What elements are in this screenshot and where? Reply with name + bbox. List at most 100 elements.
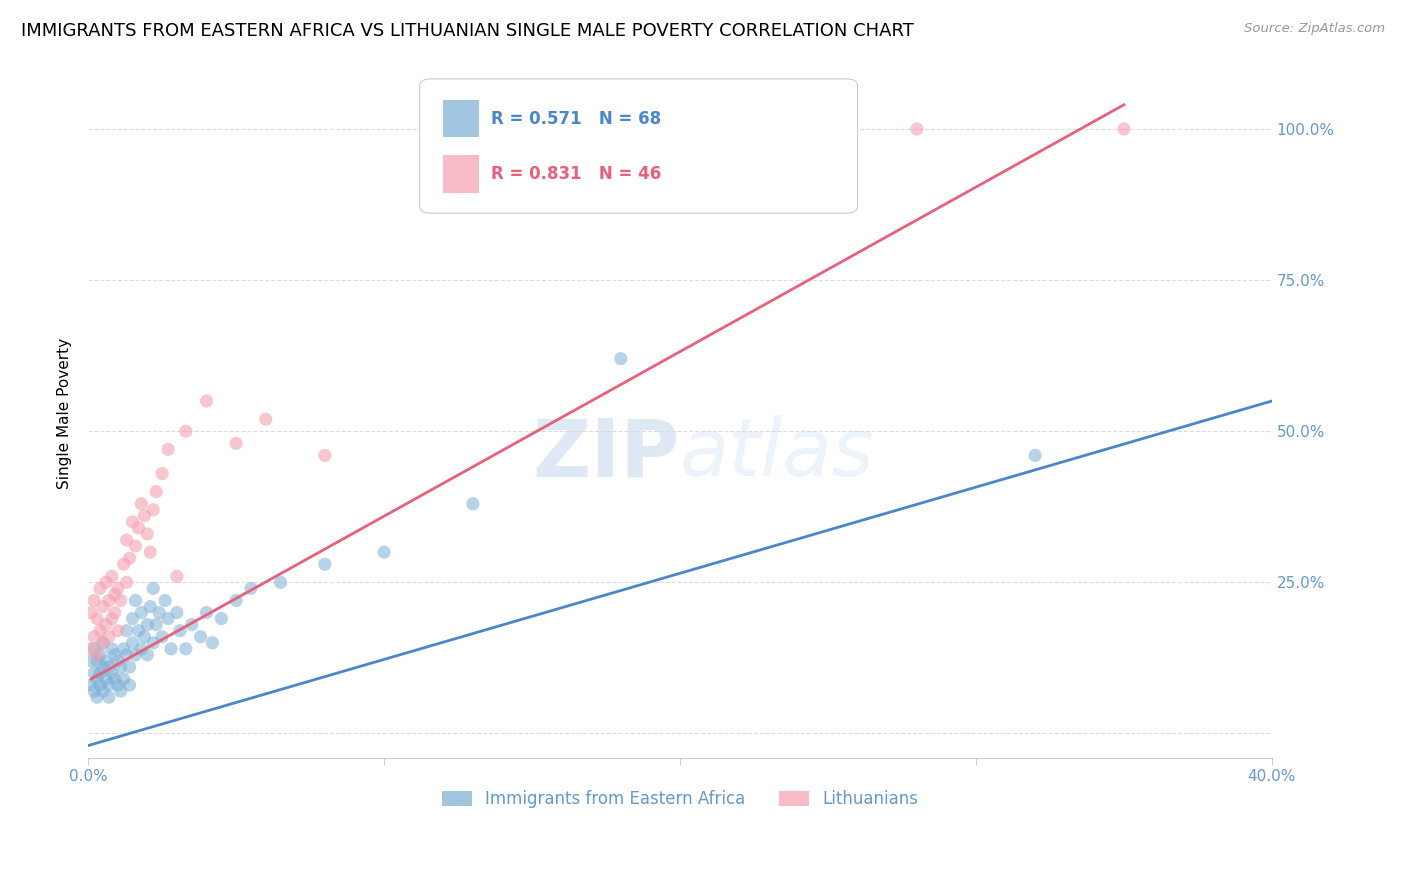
Point — [97, 630, 120, 644]
Point — [112, 672, 135, 686]
Point — [83, 630, 105, 644]
Point — [195, 394, 218, 409]
Point — [153, 593, 176, 607]
Point — [1024, 449, 1046, 463]
Point — [94, 654, 117, 668]
Point — [239, 582, 262, 596]
Point — [136, 648, 159, 662]
Point — [115, 575, 138, 590]
Point — [121, 636, 143, 650]
Point — [270, 575, 292, 590]
Point — [225, 436, 247, 450]
Point — [150, 630, 173, 644]
Point — [97, 690, 120, 705]
Point — [101, 569, 124, 583]
Point — [107, 624, 129, 638]
Point — [121, 612, 143, 626]
Point — [89, 582, 111, 596]
Point — [94, 575, 117, 590]
Point — [121, 515, 143, 529]
Point — [148, 606, 170, 620]
Point — [169, 624, 191, 638]
Point — [190, 630, 212, 644]
Point — [905, 122, 928, 136]
Text: Source: ZipAtlas.com: Source: ZipAtlas.com — [1244, 22, 1385, 36]
Point — [432, 122, 454, 136]
Point — [142, 503, 165, 517]
Point — [131, 606, 153, 620]
Point — [127, 624, 149, 638]
Point — [314, 449, 336, 463]
Point — [86, 612, 108, 626]
Point — [1112, 122, 1135, 136]
Point — [80, 641, 103, 656]
Point — [124, 593, 146, 607]
Point — [254, 412, 277, 426]
Point — [145, 617, 167, 632]
Point — [136, 617, 159, 632]
Point — [131, 641, 153, 656]
Point — [97, 593, 120, 607]
Bar — [443, 154, 479, 193]
Point — [225, 593, 247, 607]
Point — [174, 424, 197, 438]
Point — [86, 690, 108, 705]
Point — [80, 606, 103, 620]
Point — [669, 122, 692, 136]
Point — [107, 654, 129, 668]
Point — [124, 648, 146, 662]
Point — [83, 593, 105, 607]
Point — [131, 497, 153, 511]
Point — [89, 624, 111, 638]
Text: R = 0.831   N = 46: R = 0.831 N = 46 — [491, 165, 661, 183]
Point — [610, 351, 633, 366]
Point — [97, 660, 120, 674]
Point — [134, 508, 156, 523]
Point — [83, 684, 105, 698]
Point — [101, 666, 124, 681]
Point — [115, 648, 138, 662]
Point — [139, 599, 162, 614]
Bar — [443, 100, 479, 137]
Point — [91, 636, 114, 650]
Point — [180, 617, 202, 632]
Text: ZIP: ZIP — [533, 416, 681, 493]
Point — [157, 442, 180, 457]
Point — [134, 630, 156, 644]
Point — [174, 641, 197, 656]
Point — [314, 558, 336, 572]
Point — [104, 672, 127, 686]
Point — [136, 527, 159, 541]
Point — [166, 606, 188, 620]
Point — [118, 660, 141, 674]
Point — [112, 641, 135, 656]
Point — [80, 678, 103, 692]
Point — [91, 599, 114, 614]
Point — [157, 612, 180, 626]
Point — [104, 606, 127, 620]
Y-axis label: Single Male Poverty: Single Male Poverty — [58, 337, 72, 489]
Point — [101, 641, 124, 656]
Point — [83, 666, 105, 681]
Point — [142, 636, 165, 650]
Point — [195, 606, 218, 620]
Point — [373, 545, 395, 559]
Point — [89, 666, 111, 681]
Text: R = 0.571   N = 68: R = 0.571 N = 68 — [491, 110, 661, 128]
Point — [112, 558, 135, 572]
Point — [139, 545, 162, 559]
Point — [166, 569, 188, 583]
Point — [110, 593, 132, 607]
Point — [94, 672, 117, 686]
Point — [142, 582, 165, 596]
Point — [110, 684, 132, 698]
Point — [107, 582, 129, 596]
Point — [209, 612, 232, 626]
Point — [89, 678, 111, 692]
Text: atlas: atlas — [681, 416, 875, 493]
FancyBboxPatch shape — [419, 78, 858, 213]
Point — [461, 497, 484, 511]
Point — [94, 617, 117, 632]
Point — [89, 648, 111, 662]
Text: IMMIGRANTS FROM EASTERN AFRICA VS LITHUANIAN SINGLE MALE POVERTY CORRELATION CHA: IMMIGRANTS FROM EASTERN AFRICA VS LITHUA… — [21, 22, 914, 40]
